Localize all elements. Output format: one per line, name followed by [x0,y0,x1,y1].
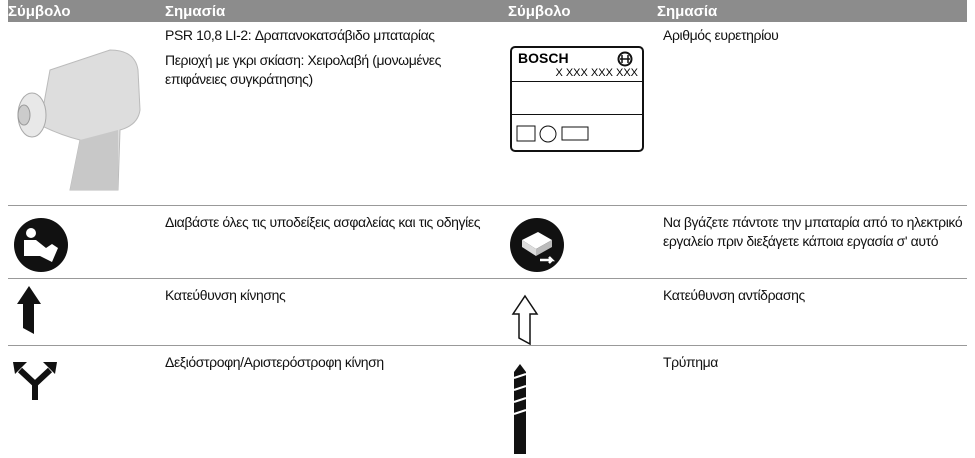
symbols [516,125,589,143]
reaction-arrow [511,294,539,346]
text: PSR 10,8 LI-2: Δραπανοκατσάβιδο μπαταρία… [165,27,435,43]
text: Τρύπημα [663,354,718,370]
header-cell: Σύμβολο [8,3,71,20]
direction-arrows [13,362,57,400]
nameplate: BOSCH X XXX XXX XXX [510,46,644,152]
header-bar: Σύμβολο Σημασία Σύμβολο Σημασία [8,0,967,22]
text: Να βγάζετε πάντοτε την μπαταρία από το η… [663,214,963,249]
meaning-text: Δεξιόστροφη/Αριστερόστροφη κίνηση [165,353,500,378]
movement-arrow [17,286,41,334]
remove-battery-icon [510,218,564,272]
meaning-text: PSR 10,8 LI-2: Δραπανοκατσάβιδο μπαταρία… [165,26,500,95]
meaning-text: Να βγάζετε πάντοτε την μπαταρία από το η… [663,213,963,257]
read-manual-icon [14,218,68,272]
drill-image [17,49,141,191]
number: X XXX XXX XXX [555,67,638,79]
row-separator [8,345,967,346]
row-separator [8,278,967,279]
drill-bit-icon [513,364,527,454]
meaning-text: Αριθμός ευρετηρίου [663,26,963,51]
meaning-text: Διαβάστε όλες τις υποδείξεις ασφαλείας κ… [165,213,500,238]
header-cell: Σύμβολο [508,3,571,20]
text: Κατεύθυνση αντίδρασης [663,287,805,303]
header-cell: Σημασία [165,3,226,20]
text: Διαβάστε όλες τις υποδείξεις ασφαλείας κ… [165,214,481,230]
meaning-text: Κατεύθυνση αντίδρασης [663,286,963,311]
brand: BOSCH [518,50,569,66]
text: Δεξιόστροφη/Αριστερόστροφη κίνηση [165,354,384,370]
header-cell: Σημασία [657,3,718,20]
text: Αριθμός ευρετηρίου [663,27,779,43]
text: Περιοχή με γκρι σκίαση: Χειρολαβή (μονωμ… [165,52,441,87]
bosch-logo [617,51,633,67]
meaning-text: Τρύπημα [663,353,963,378]
row-separator [8,205,967,206]
meaning-text: Κατεύθυνση κίνησης [165,286,500,311]
text: Κατεύθυνση κίνησης [165,287,286,303]
